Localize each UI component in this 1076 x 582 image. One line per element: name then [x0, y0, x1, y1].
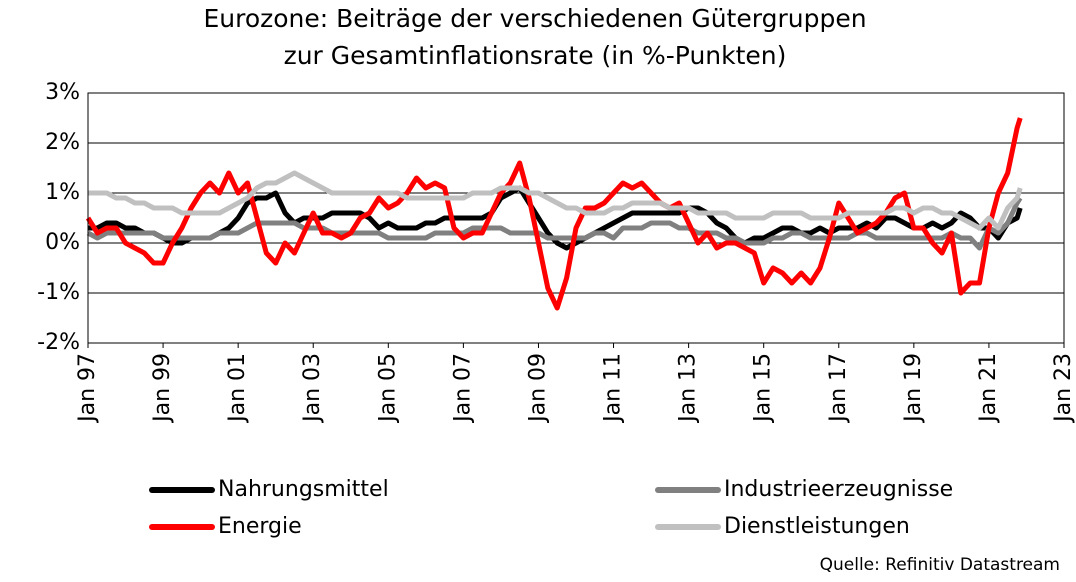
x-tick-label: Jan 19 [901, 353, 926, 424]
series-line [86, 196, 1023, 251]
x-tick-label: Jan 11 [601, 353, 626, 424]
source: Quelle: Refinitiv Datastream [820, 555, 1060, 575]
series-line [88, 170, 1023, 231]
y-tick-label: -1% [37, 280, 80, 305]
x-tick-label: Jan 23 [1051, 353, 1076, 424]
series-line [85, 117, 1023, 311]
plot-frame [87, 92, 1065, 344]
x-tick-label: Jan 07 [450, 353, 475, 424]
legend-label: Energie [218, 514, 302, 539]
x-tick-label: Jan 09 [525, 353, 550, 424]
x-tick-label: Jan 01 [225, 353, 250, 424]
legend-label: Industrieerzeugnisse [724, 477, 953, 502]
x-tick-label: Jan 03 [300, 353, 325, 424]
y-tick-label: 2% [45, 130, 80, 155]
x-tick-label: Jan 97 [75, 353, 100, 424]
x-tick-label: Jan 15 [751, 353, 776, 424]
chart-title: Eurozone: Beiträge der verschiedenen Güt… [203, 4, 866, 33]
y-tick-label: -2% [37, 330, 80, 355]
y-tick-label: 0% [45, 230, 80, 255]
x-tick-label: Jan 21 [976, 353, 1001, 424]
y-tick-label: 3% [45, 80, 80, 105]
x-tick-label: Jan 13 [676, 353, 701, 424]
chart-title: zur Gesamtinflationsrate (in %-Punkten) [284, 41, 787, 70]
x-tick-label: Jan 05 [375, 353, 400, 424]
x-tick-label: Jan 17 [826, 353, 851, 424]
y-tick-label: 1% [45, 180, 80, 205]
x-tick-label: Jan 99 [150, 353, 175, 424]
legend-label: Nahrungsmittel [218, 477, 389, 502]
legend-label: Dienstleistungen [724, 514, 910, 539]
